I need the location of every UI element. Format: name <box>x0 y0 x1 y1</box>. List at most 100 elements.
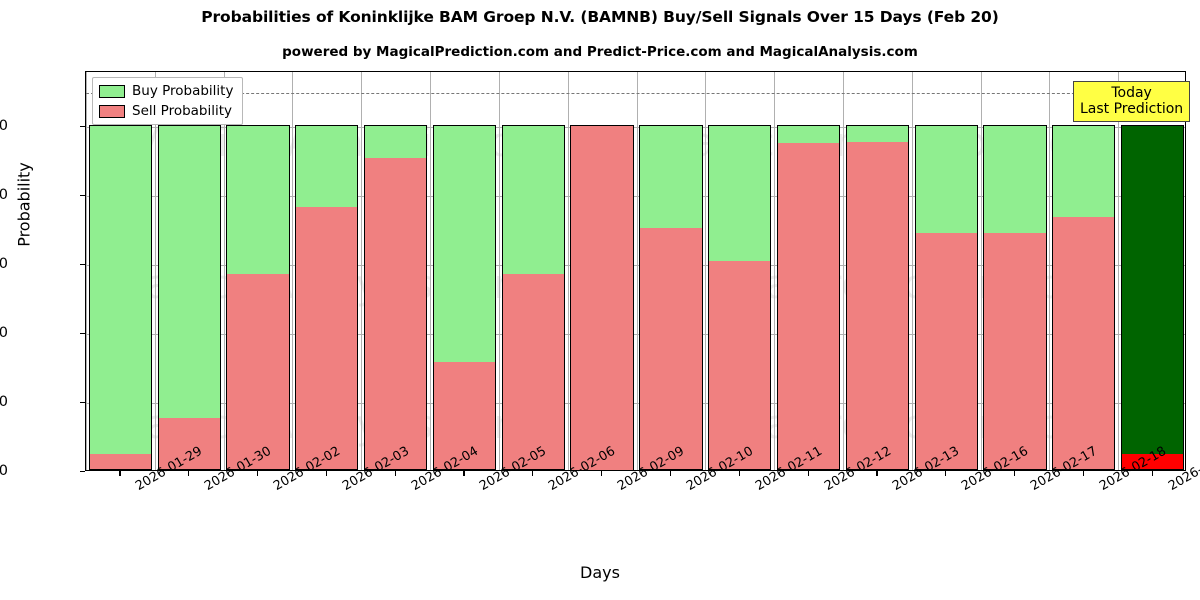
bar-segment-buy <box>984 126 1046 233</box>
x-axis-tick-label: 2026-01-30 <box>202 444 274 494</box>
legend: Buy Probability Sell Probability <box>92 77 244 125</box>
bar-segment-sell <box>571 126 633 470</box>
bar[interactable] <box>295 125 359 470</box>
x-axis-tick-mark <box>325 471 328 476</box>
x-axis-tick-label: 2026-02-16 <box>959 444 1031 494</box>
y-axis-tick-mark <box>80 264 85 266</box>
bar-segment-buy <box>915 126 977 233</box>
bar[interactable] <box>639 125 703 470</box>
bar-segment-sell <box>365 158 427 470</box>
bar-segment-buy <box>502 126 564 275</box>
bar[interactable] <box>226 125 290 470</box>
y-axis-tick-mark <box>80 195 85 197</box>
x-axis-tick-mark <box>257 471 259 476</box>
bar[interactable] <box>157 125 221 470</box>
gridline-vertical <box>774 72 775 470</box>
bar-segment-sell <box>89 453 152 470</box>
bar-segment-sell <box>846 141 908 470</box>
today-annotation-line1: Today <box>1111 85 1152 101</box>
page-title: Probabilities of Koninklijke BAM Groep N… <box>201 8 999 26</box>
x-axis-tick-mark <box>532 471 534 476</box>
y-axis-tick-mark <box>80 471 85 473</box>
bar-segment-sell <box>984 232 1046 470</box>
bar-segment-buy <box>296 126 358 207</box>
bar-segment-sell <box>158 418 220 470</box>
gridline-vertical <box>430 72 431 470</box>
bar-segment-buy <box>1121 126 1184 454</box>
reference-line <box>86 92 1185 94</box>
bar-segment-sell <box>915 232 977 470</box>
bar-segment-buy <box>158 126 220 419</box>
bar-segment-buy <box>227 126 289 275</box>
gridline-vertical <box>637 72 638 470</box>
x-axis-tick-label: 2026-02-09 <box>615 444 687 494</box>
bar-segment-buy <box>777 126 840 144</box>
bar[interactable] <box>776 125 841 470</box>
x-axis-tick-mark <box>1082 471 1084 476</box>
x-axis-tick-mark <box>945 471 947 476</box>
gridline-vertical <box>155 72 156 470</box>
y-axis-tick-label: 100 <box>0 118 8 135</box>
gridline-vertical <box>843 72 844 470</box>
x-axis-tick-mark <box>807 471 809 476</box>
bar[interactable] <box>983 125 1047 470</box>
x-axis-tick-label: 2026-02-05 <box>477 444 549 494</box>
bar-segment-sell <box>1053 216 1115 470</box>
gridline-vertical <box>86 72 87 470</box>
gridline-horizontal <box>86 265 1185 267</box>
x-axis-tick-mark <box>738 471 740 476</box>
x-axis-tick-mark <box>394 471 396 476</box>
bar-segment-sell <box>433 362 496 470</box>
bar-segment-buy <box>640 126 702 229</box>
bar[interactable] <box>1052 125 1116 470</box>
bar-today[interactable] <box>1120 125 1185 470</box>
bar-segment-sell <box>227 274 289 470</box>
x-axis-tick-label: 2026-02-03 <box>340 444 412 494</box>
x-axis-tick-mark <box>876 471 878 476</box>
x-axis-tick-label: 2026-02-02 <box>271 444 343 494</box>
legend-item-sell: Sell Probability <box>99 103 233 119</box>
gridline-vertical <box>361 72 362 470</box>
bar[interactable] <box>432 125 497 470</box>
bar-segment-buy <box>433 126 496 363</box>
bar[interactable] <box>914 125 978 470</box>
bar[interactable] <box>845 125 909 470</box>
bar[interactable] <box>364 125 428 470</box>
bar[interactable] <box>88 125 153 470</box>
x-axis-tick-mark <box>1013 471 1016 476</box>
y-axis-tick-label: 40 <box>0 325 8 342</box>
x-axis-tick-label: 2026-02-11 <box>753 444 825 494</box>
x-axis-tick-label: 2026-02-10 <box>684 444 756 494</box>
gridline-vertical <box>912 72 913 470</box>
today-annotation-line2: Last Prediction <box>1080 101 1184 118</box>
x-axis-tick-label: 2026-02-19 <box>1166 444 1200 494</box>
x-axis-tick-label: 2026-02-18 <box>1097 444 1169 494</box>
bar-segment-buy <box>365 126 427 159</box>
bar[interactable] <box>501 125 565 470</box>
x-axis-tick-mark <box>188 471 190 476</box>
bar-segment-sell <box>1121 453 1184 470</box>
legend-item-buy: Buy Probability <box>99 83 233 99</box>
plot-area: MagicalAnalysis.comMagicalPrediction.com… <box>85 71 1186 471</box>
bar-segment-buy <box>846 126 908 142</box>
x-axis-tick-label: 2026-02-13 <box>890 444 962 494</box>
y-axis-tick-mark <box>80 402 85 404</box>
bar[interactable] <box>708 125 772 470</box>
gridline-vertical <box>981 72 982 470</box>
y-axis-tick-label: 60 <box>0 256 8 273</box>
x-axis-label: Days <box>580 563 620 582</box>
bar-segment-buy <box>89 126 152 454</box>
x-axis-tick-mark <box>1151 471 1153 476</box>
bar-segment-sell <box>296 206 358 470</box>
bar-segment-buy <box>1053 126 1115 217</box>
x-axis-tick-label: 2026-02-06 <box>546 444 618 494</box>
y-axis-tick-label: 80 <box>0 187 8 204</box>
gridline-vertical <box>568 72 569 470</box>
bar[interactable] <box>570 125 634 470</box>
bar-segment-sell <box>777 143 840 470</box>
gridline-vertical <box>224 72 225 470</box>
gridline-horizontal <box>86 196 1185 198</box>
x-axis-tick-mark <box>601 471 603 476</box>
y-axis-label: Probability <box>14 162 34 247</box>
